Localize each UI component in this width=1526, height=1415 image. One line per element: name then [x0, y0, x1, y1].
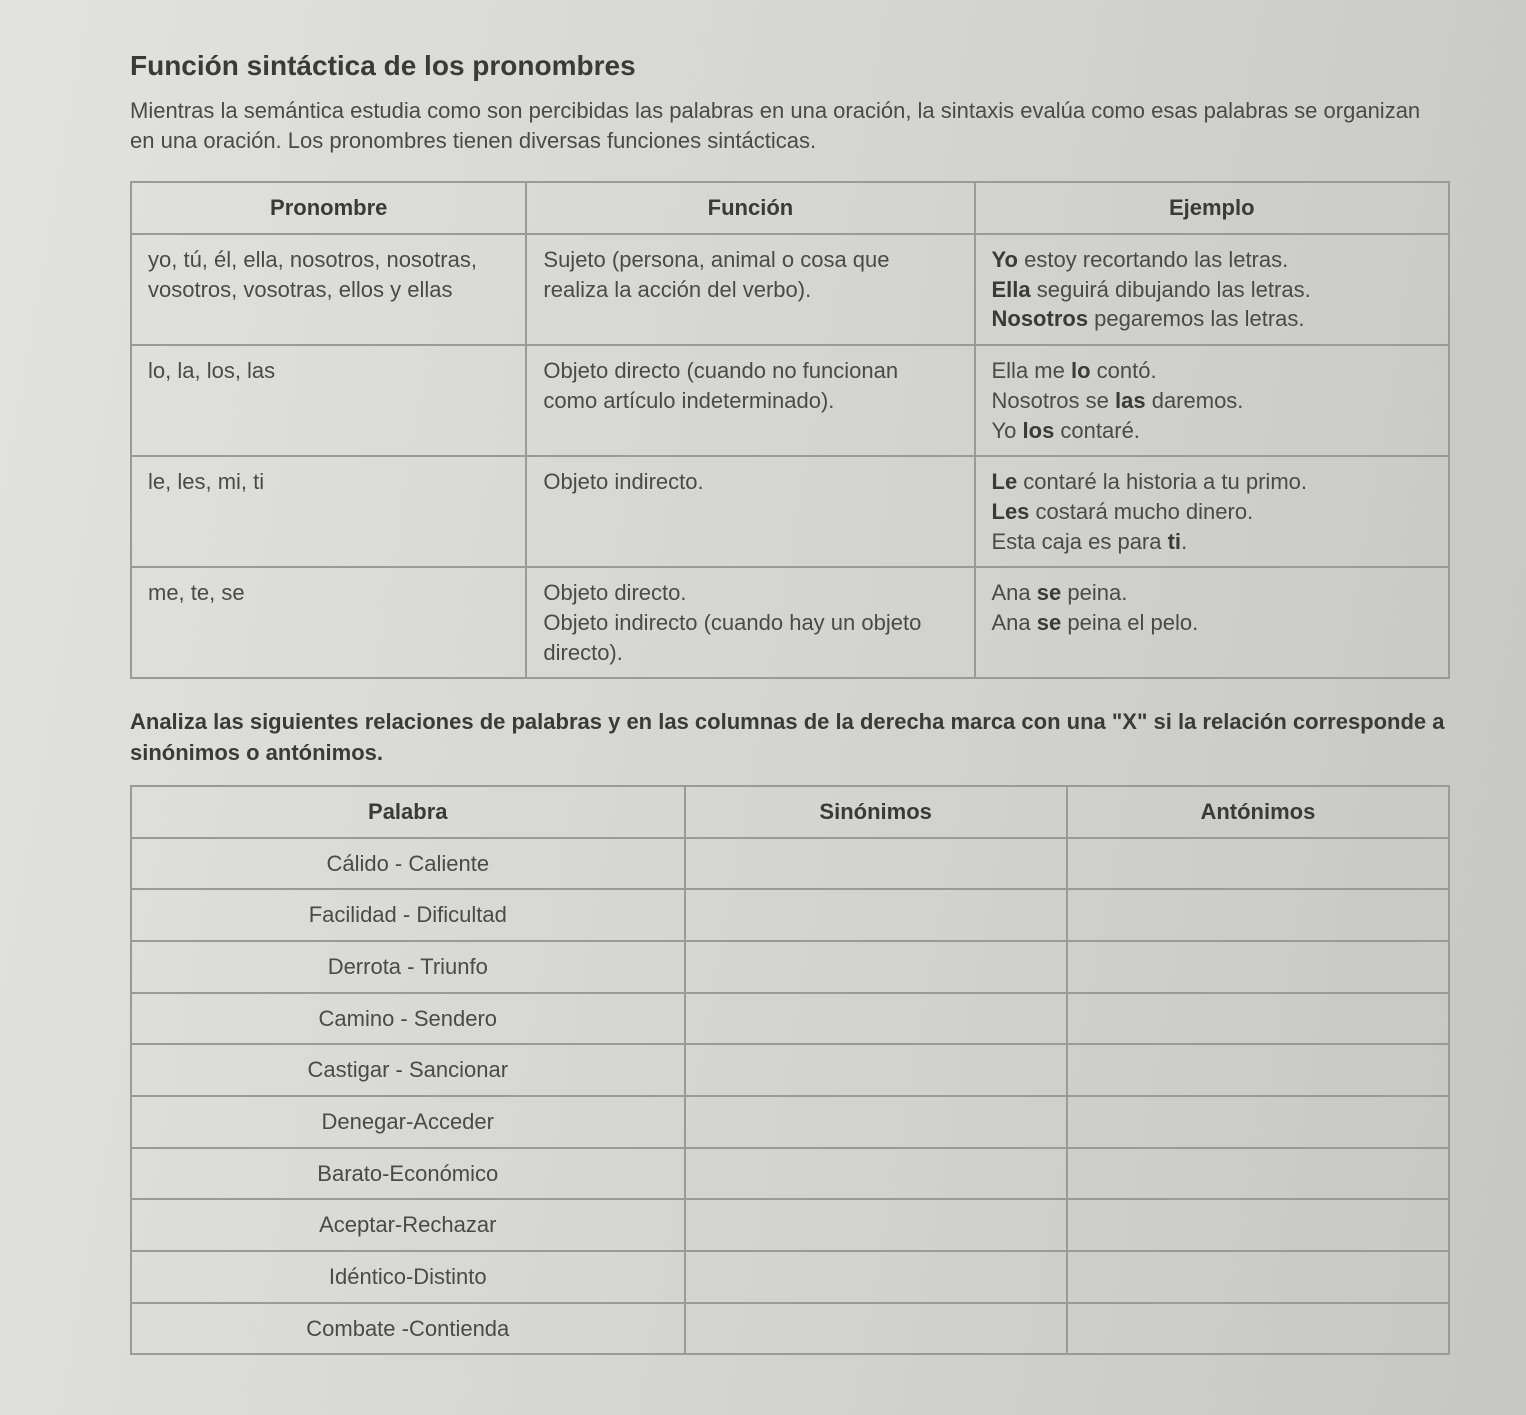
- table-row: yo, tú, él, ella, nosotros, nosotras, vo…: [131, 234, 1449, 345]
- cell-synonym-mark[interactable]: [685, 1303, 1067, 1355]
- col-header-antonym: Antónimos: [1067, 786, 1449, 838]
- col-header-function: Función: [526, 182, 974, 234]
- section-title: Función sintáctica de los pronombres: [130, 50, 1456, 82]
- table-row: le, les, mi, tiObjeto indirecto.Le conta…: [131, 456, 1449, 567]
- cell-function: Objeto directo (cuando no funcionan como…: [526, 345, 974, 456]
- cell-synonym-mark[interactable]: [685, 838, 1067, 890]
- cell-word-pair: Combate -Contienda: [131, 1303, 685, 1355]
- cell-example: Ana se peina.Ana se peina el pelo.: [975, 567, 1450, 678]
- intro-paragraph: Mientras la semántica estudia como son p…: [130, 96, 1450, 155]
- cell-antonym-mark[interactable]: [1067, 1199, 1449, 1251]
- cell-pronoun: yo, tú, él, ella, nosotros, nosotras, vo…: [131, 234, 526, 345]
- cell-word-pair: Cálido - Caliente: [131, 838, 685, 890]
- col-header-word: Palabra: [131, 786, 685, 838]
- pronoun-table-body: yo, tú, él, ella, nosotros, nosotras, vo…: [131, 234, 1449, 678]
- cell-synonym-mark[interactable]: [685, 889, 1067, 941]
- cell-synonym-mark[interactable]: [685, 1096, 1067, 1148]
- instruction-text: Analiza las siguientes relaciones de pal…: [130, 709, 1445, 765]
- cell-synonym-mark[interactable]: [685, 1148, 1067, 1200]
- cell-antonym-mark[interactable]: [1067, 1148, 1449, 1200]
- cell-word-pair: Aceptar-Rechazar: [131, 1199, 685, 1251]
- cell-antonym-mark[interactable]: [1067, 993, 1449, 1045]
- cell-function: Objeto indirecto.: [526, 456, 974, 567]
- table-row: Camino - Sendero: [131, 993, 1449, 1045]
- table-row: lo, la, los, lasObjeto directo (cuando n…: [131, 345, 1449, 456]
- cell-antonym-mark[interactable]: [1067, 889, 1449, 941]
- table-row: Cálido - Caliente: [131, 838, 1449, 890]
- cell-synonym-mark[interactable]: [685, 1044, 1067, 1096]
- cell-antonym-mark[interactable]: [1067, 1096, 1449, 1148]
- exercise-instruction: Analiza las siguientes relaciones de pal…: [130, 707, 1450, 769]
- col-header-example: Ejemplo: [975, 182, 1450, 234]
- cell-function: Objeto directo. Objeto indirecto (cuando…: [526, 567, 974, 678]
- cell-example: Le contaré la historia a tu primo.Les co…: [975, 456, 1450, 567]
- cell-synonym-mark[interactable]: [685, 1199, 1067, 1251]
- cell-function: Sujeto (persona, animal o cosa que reali…: [526, 234, 974, 345]
- pronoun-function-table: Pronombre Función Ejemplo yo, tú, él, el…: [130, 181, 1450, 679]
- cell-word-pair: Facilidad - Dificultad: [131, 889, 685, 941]
- cell-word-pair: Castigar - Sancionar: [131, 1044, 685, 1096]
- worksheet-page: Función sintáctica de los pronombres Mie…: [0, 0, 1526, 1415]
- syn-table-body: Cálido - Caliente Facilidad - Dificultad…: [131, 838, 1449, 1355]
- cell-synonym-mark[interactable]: [685, 941, 1067, 993]
- cell-word-pair: Derrota - Triunfo: [131, 941, 685, 993]
- table-header-row: Palabra Sinónimos Antónimos: [131, 786, 1449, 838]
- synonym-antonym-table: Palabra Sinónimos Antónimos Cálido - Cal…: [130, 785, 1450, 1356]
- col-header-synonym: Sinónimos: [685, 786, 1067, 838]
- table-header-row: Pronombre Función Ejemplo: [131, 182, 1449, 234]
- cell-word-pair: Camino - Sendero: [131, 993, 685, 1045]
- cell-word-pair: Denegar-Acceder: [131, 1096, 685, 1148]
- cell-antonym-mark[interactable]: [1067, 1303, 1449, 1355]
- cell-pronoun: me, te, se: [131, 567, 526, 678]
- table-row: Castigar - Sancionar: [131, 1044, 1449, 1096]
- table-row: Denegar-Acceder: [131, 1096, 1449, 1148]
- cell-antonym-mark[interactable]: [1067, 1044, 1449, 1096]
- cell-example: Ella me lo contó.Nosotros se las daremos…: [975, 345, 1450, 456]
- cell-synonym-mark[interactable]: [685, 1251, 1067, 1303]
- table-row: Combate -Contienda: [131, 1303, 1449, 1355]
- table-row: Derrota - Triunfo: [131, 941, 1449, 993]
- col-header-pronoun: Pronombre: [131, 182, 526, 234]
- cell-pronoun: lo, la, los, las: [131, 345, 526, 456]
- cell-synonym-mark[interactable]: [685, 993, 1067, 1045]
- cell-example: Yo estoy recortando las letras.Ella segu…: [975, 234, 1450, 345]
- table-row: Facilidad - Dificultad: [131, 889, 1449, 941]
- table-row: Aceptar-Rechazar: [131, 1199, 1449, 1251]
- table-row: me, te, seObjeto directo. Objeto indirec…: [131, 567, 1449, 678]
- cell-antonym-mark[interactable]: [1067, 941, 1449, 993]
- cell-antonym-mark[interactable]: [1067, 838, 1449, 890]
- cell-word-pair: Barato-Económico: [131, 1148, 685, 1200]
- cell-word-pair: Idéntico-Distinto: [131, 1251, 685, 1303]
- table-row: Idéntico-Distinto: [131, 1251, 1449, 1303]
- table-row: Barato-Económico: [131, 1148, 1449, 1200]
- cell-antonym-mark[interactable]: [1067, 1251, 1449, 1303]
- cell-pronoun: le, les, mi, ti: [131, 456, 526, 567]
